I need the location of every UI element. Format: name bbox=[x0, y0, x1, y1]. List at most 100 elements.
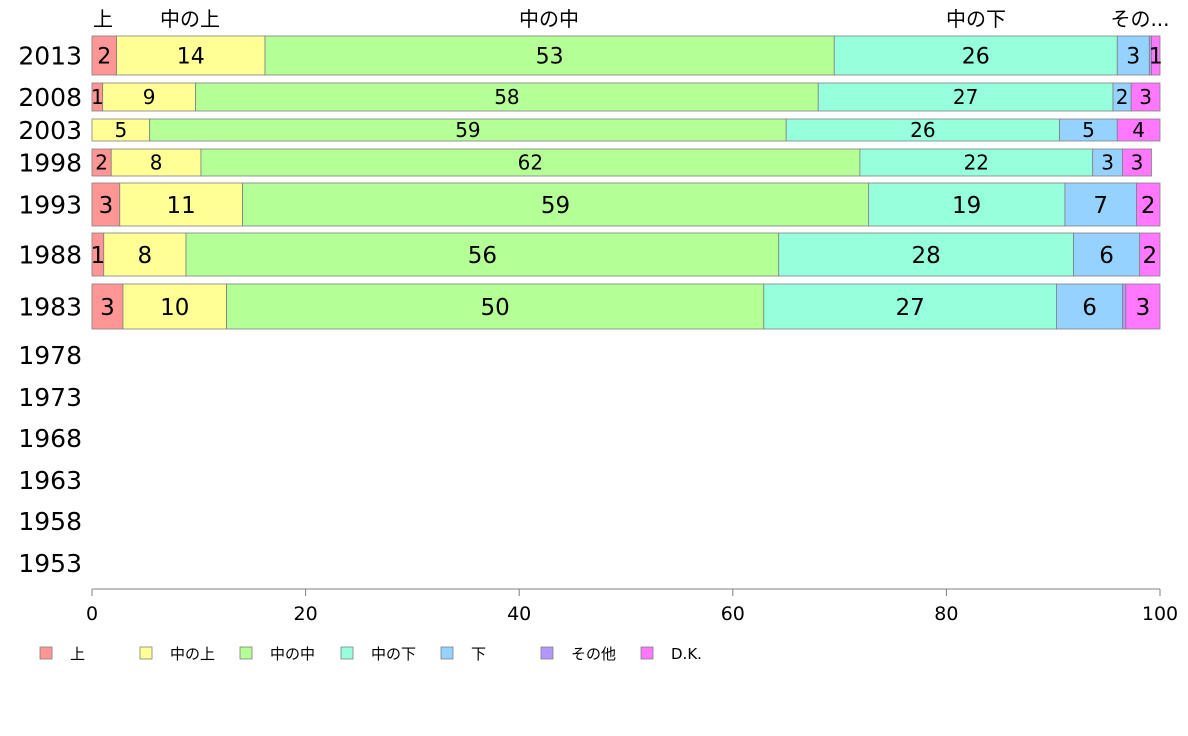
bar-segment bbox=[1130, 82, 1161, 112]
bar-segment bbox=[778, 232, 1074, 277]
bar-segment bbox=[763, 283, 1057, 330]
data-label: 59 bbox=[541, 193, 570, 219]
data-label: 3 bbox=[100, 295, 115, 321]
data-label: 53 bbox=[536, 44, 564, 69]
bar-segment bbox=[1122, 283, 1127, 330]
data-label: 26 bbox=[962, 44, 990, 69]
data-label: 58 bbox=[494, 85, 519, 109]
bar-segment bbox=[91, 35, 117, 76]
data-label: 5 bbox=[114, 118, 127, 142]
data-label: 3 bbox=[99, 193, 114, 219]
data-label: 2 bbox=[1141, 193, 1156, 219]
x-tick-label: 0 bbox=[86, 603, 98, 625]
y-tick-label: 1953 bbox=[18, 549, 82, 578]
data-label: 3 bbox=[1139, 85, 1152, 109]
data-label: 3 bbox=[1126, 44, 1140, 69]
top-category-labels: 上 中の上 中の中 中の下 その... bbox=[93, 7, 1170, 31]
data-label: 7 bbox=[1093, 193, 1108, 219]
bar-segment bbox=[1125, 283, 1161, 330]
x-tick-label: 60 bbox=[721, 603, 745, 625]
data-label: 22 bbox=[964, 151, 989, 175]
legend-swatch bbox=[139, 646, 153, 660]
top-label: 中の中 bbox=[519, 7, 579, 31]
bar-segment bbox=[859, 148, 1094, 177]
bar-segment bbox=[103, 232, 187, 277]
bar-segment bbox=[1116, 35, 1150, 76]
bar-segment bbox=[1116, 118, 1161, 142]
top-label: その... bbox=[1110, 7, 1169, 31]
bar-segment bbox=[119, 182, 243, 227]
data-label: 3 bbox=[1136, 295, 1151, 321]
y-tick-label: 1963 bbox=[18, 466, 82, 495]
data-label: 1 bbox=[91, 243, 106, 269]
bar-segment bbox=[110, 148, 202, 177]
bar-segment bbox=[1056, 283, 1124, 330]
top-label: 上 bbox=[93, 7, 113, 31]
data-label: 6 bbox=[1099, 243, 1114, 269]
bar-segment bbox=[1136, 182, 1161, 227]
data-label: 8 bbox=[150, 151, 163, 175]
bar-segment bbox=[1139, 232, 1161, 277]
data-label: 2 bbox=[97, 44, 111, 69]
legend: 上 中の上 中の中 中の下 下 その他 D.K. bbox=[39, 645, 702, 663]
legend-label: D.K. bbox=[671, 645, 702, 663]
y-tick-label: 1973 bbox=[18, 383, 82, 412]
x-axis: 0 20 40 60 80 100 bbox=[86, 588, 1178, 625]
data-label: 2 bbox=[95, 151, 108, 175]
y-tick-label: 1978 bbox=[18, 341, 82, 370]
data-label: 19 bbox=[952, 193, 981, 219]
y-tick-label: 1993 bbox=[18, 191, 82, 220]
legend-swatch bbox=[440, 646, 454, 660]
data-label: 27 bbox=[895, 295, 924, 321]
top-label: 中の下 bbox=[946, 7, 1006, 31]
bar-segment bbox=[91, 182, 121, 227]
bar-segment bbox=[195, 82, 819, 112]
bar-segment bbox=[242, 182, 869, 227]
data-label: 28 bbox=[911, 243, 940, 269]
legend-label: 下 bbox=[471, 645, 486, 663]
data-label: 14 bbox=[177, 44, 205, 69]
y-tick-label: 2013 bbox=[18, 42, 82, 71]
bar-segment bbox=[1064, 182, 1137, 227]
x-tick-label: 20 bbox=[294, 603, 318, 625]
data-label: 50 bbox=[481, 295, 510, 321]
y-tick-label: 2008 bbox=[18, 83, 82, 112]
bars: 2 14 53 26 3 11 9 58 27 2 35 59 26 5 42 8 62 22 3 33 11 59 19 7… bbox=[91, 35, 1163, 330]
data-label: 6 bbox=[1082, 295, 1097, 321]
bar-segment bbox=[122, 283, 227, 330]
legend-label: 中の下 bbox=[371, 645, 416, 663]
x-tick-label: 80 bbox=[934, 603, 958, 625]
data-label: 56 bbox=[468, 243, 497, 269]
bar-segment bbox=[116, 35, 266, 76]
data-label: 4 bbox=[1132, 118, 1145, 142]
y-axis-labels: 2013 2008 2003 1998 1993 1988 1983 1978 1973 1968… bbox=[18, 42, 82, 579]
legend-label: 中の中 bbox=[270, 645, 315, 663]
bar-segment bbox=[833, 35, 1118, 76]
bar-segment bbox=[1151, 35, 1161, 76]
data-label: 8 bbox=[138, 243, 153, 269]
data-label: 5 bbox=[1082, 118, 1095, 142]
data-label: 1 bbox=[1149, 44, 1163, 69]
bar-segment bbox=[91, 283, 124, 330]
bar-segment bbox=[1073, 232, 1141, 277]
data-label: 3 bbox=[1131, 151, 1144, 175]
x-tick-label: 100 bbox=[1142, 603, 1178, 625]
legend-label: 中の上 bbox=[170, 645, 215, 663]
data-label: 1 bbox=[91, 85, 104, 109]
bar-segment bbox=[1092, 148, 1124, 177]
y-tick-label: 1998 bbox=[18, 149, 82, 178]
bar-segment bbox=[185, 232, 780, 277]
legend-swatch bbox=[540, 646, 554, 660]
legend-swatch bbox=[39, 646, 53, 660]
legend-label: その他 bbox=[571, 645, 616, 663]
data-label: 27 bbox=[953, 85, 978, 109]
y-tick-label: 1988 bbox=[18, 241, 82, 270]
data-label: 26 bbox=[910, 118, 935, 142]
legend-label: 上 bbox=[70, 645, 85, 663]
data-label: 59 bbox=[455, 118, 480, 142]
x-tick-label: 40 bbox=[507, 603, 531, 625]
bar-segment bbox=[200, 148, 861, 177]
data-label: 9 bbox=[143, 85, 156, 109]
bar-segment bbox=[1122, 148, 1152, 177]
